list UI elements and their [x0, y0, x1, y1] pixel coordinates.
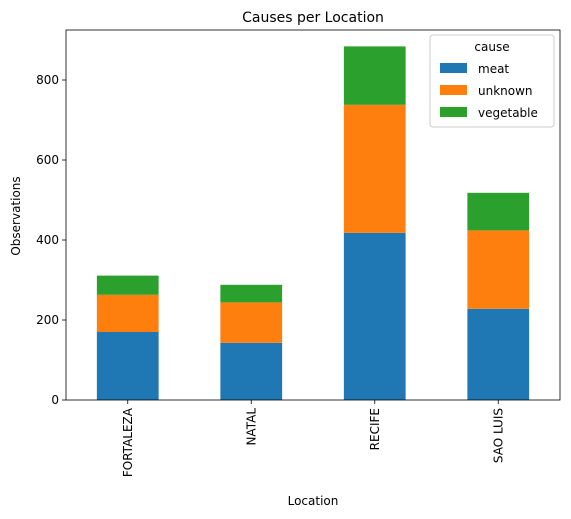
- x-axis-label: Location: [288, 494, 339, 508]
- x-tick-label: NATAL: [244, 408, 258, 446]
- bar-segment-vegetable-sao-luis: [467, 192, 530, 231]
- legend: cause meat unknown vegetable: [429, 34, 555, 128]
- legend-swatch-unknown: [440, 85, 467, 95]
- bar-segment-vegetable-recife: [343, 46, 406, 105]
- bar-segment-unknown-fortaleza: [96, 294, 159, 332]
- y-tick-label: 400: [36, 233, 59, 247]
- legend-label-meat: meat: [478, 62, 509, 76]
- bar-segment-meat-natal: [220, 342, 283, 400]
- bar-segment-meat-recife: [343, 232, 406, 400]
- y-tick-label: 0: [51, 393, 59, 407]
- legend-swatch-vegetable: [440, 107, 467, 117]
- bar-segment-meat-fortaleza: [96, 332, 159, 400]
- legend-label-vegetable: vegetable: [478, 106, 538, 120]
- y-axis-label: Observations: [9, 176, 23, 255]
- bars-layer: [96, 46, 530, 400]
- legend-frame: [429, 34, 555, 128]
- bar-segment-unknown-natal: [220, 302, 283, 343]
- legend-swatch-meat: [440, 63, 467, 73]
- bar-segment-vegetable-natal: [220, 284, 283, 303]
- bar-segment-vegetable-fortaleza: [96, 275, 159, 295]
- legend-title: cause: [474, 40, 509, 54]
- x-tick-label: SAO LUIS: [491, 408, 505, 463]
- legend-label-unknown: unknown: [478, 84, 533, 98]
- y-tick-label: 600: [36, 153, 59, 167]
- x-tick-label: FORTALEZA: [121, 407, 135, 477]
- y-tick-label: 800: [36, 73, 59, 87]
- bar-segment-meat-sao-luis: [467, 308, 530, 400]
- y-tick-label: 200: [36, 313, 59, 327]
- axes-layer: 0 200 400 600 800 FORTALEZA NATAL RECIFE SAO LUI…: [36, 29, 561, 477]
- chart-title: Causes per Location: [242, 10, 384, 26]
- bar-segment-unknown-recife: [343, 104, 406, 233]
- plot-frame: [65, 29, 561, 401]
- x-tick-label: RECIFE: [368, 408, 382, 450]
- bar-segment-unknown-sao-luis: [467, 230, 530, 309]
